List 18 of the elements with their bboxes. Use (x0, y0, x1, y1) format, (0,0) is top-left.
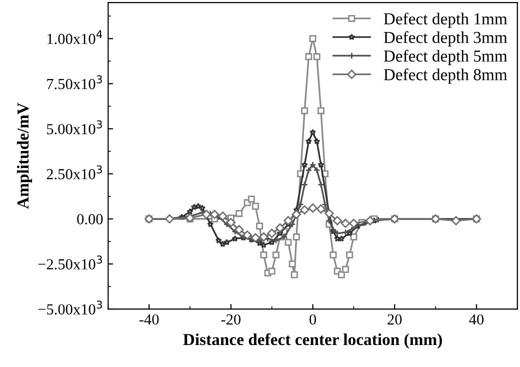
x-tick-label: 20 (388, 314, 402, 325)
legend-label: Defect depth 5mm (384, 50, 508, 66)
y-tick-label: −5.00x10$^{3}$ (38, 300, 102, 315)
x-tick-label: -20 (221, 314, 241, 325)
x-tick-label: 0 (310, 314, 316, 325)
x-tick-label: 40 (469, 314, 484, 325)
legend-label: Defect depth 3mm (384, 31, 508, 46)
y-tick-label: 1.00x10$^{4}$ (48, 30, 102, 44)
x-axis-title: Distance defect center location (mm) (183, 333, 442, 349)
legend-label: Defect depth 8mm (384, 68, 508, 84)
y-tick-label: 0.00 (77, 214, 103, 224)
y-tick-label: −2.50x10$^{3}$ (38, 256, 102, 270)
y-tick-label: 2.50x10$^{3}$ (46, 165, 102, 180)
y-axis-title: Amplitude/mV (16, 102, 32, 209)
legend-label: Defect depth 1mm (384, 12, 508, 28)
y-tick-label: 5.00x10$^{3}$ (47, 120, 102, 134)
y-tick-label: 7.50x10$^{3}$ (47, 75, 102, 90)
x-tick-label: -40 (139, 314, 159, 325)
